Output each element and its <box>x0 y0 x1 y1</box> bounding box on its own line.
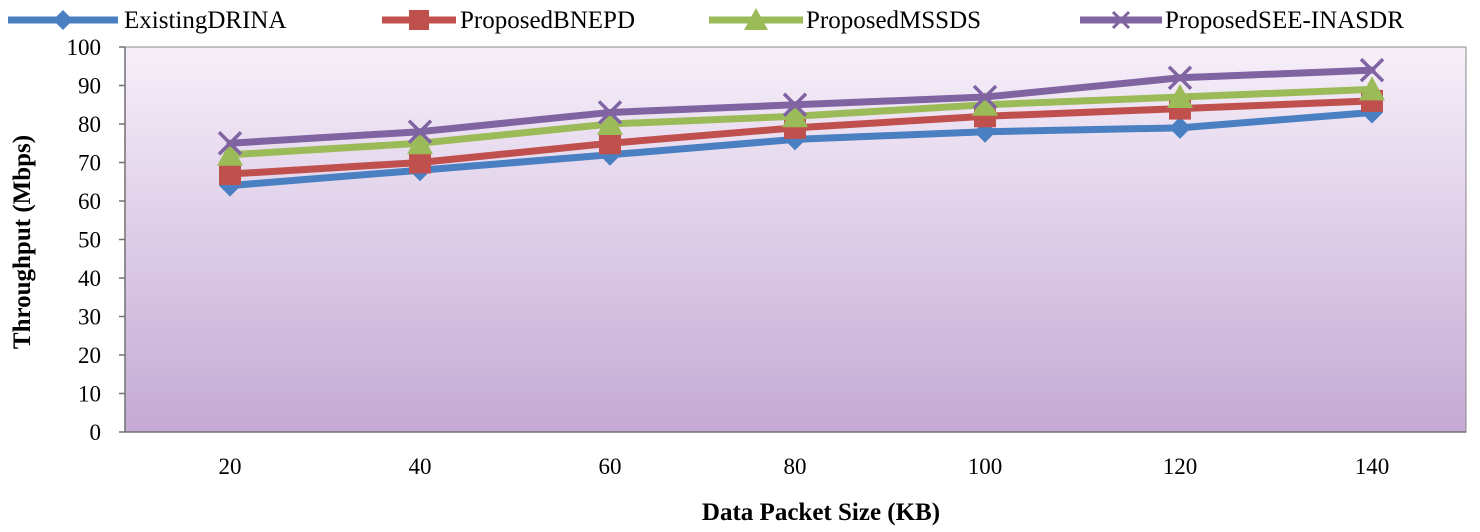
y-axis-title: Throughput (Mbps) <box>9 135 36 349</box>
legend-marker-proposedbnepd <box>409 10 429 30</box>
x-tick-label: 60 <box>599 454 622 479</box>
x-axis-title: Data Packet Size (KB) <box>702 499 940 526</box>
x-tick-label: 100 <box>968 454 1003 479</box>
data-point-proposedmssds <box>782 103 808 128</box>
x-tick-label: 40 <box>409 454 432 479</box>
y-tick-label: 100 <box>67 35 102 60</box>
x-tick-label: 80 <box>784 454 807 479</box>
data-point-proposedsee-inasdr <box>972 84 998 110</box>
series-layer <box>217 57 1385 197</box>
data-point-proposedmssds <box>1359 76 1385 101</box>
y-tick-label: 70 <box>78 151 101 176</box>
legend-item-proposedmssds: ProposedMSSDS <box>709 7 981 34</box>
data-point-proposedsee-inasdr <box>1359 57 1385 83</box>
data-point-proposedbnepd <box>219 163 241 186</box>
y-tick-label: 20 <box>78 343 101 368</box>
data-point-existingdrina <box>1169 116 1191 139</box>
data-point-proposedmssds <box>597 111 623 135</box>
x-tick-label: 120 <box>1163 454 1198 479</box>
x-tick-label: 20 <box>219 454 242 479</box>
y-axis-ticks: 0 10 20 30 40 50 60 70 80 90 100 <box>67 35 125 445</box>
legend-label-proposedbnepd: ProposedBNEPD <box>460 7 635 34</box>
legend-marker-proposedmssds <box>744 8 768 30</box>
y-tick-label: 90 <box>78 74 101 99</box>
data-point-proposedsee-inasdr <box>597 100 623 125</box>
legend-marker-existingdrina <box>53 10 73 30</box>
data-point-proposedbnepd <box>409 151 431 174</box>
series-proposedsee-inasdr <box>217 57 1385 156</box>
legend-item-existingdrina: ExistingDRINA <box>8 7 287 34</box>
data-point-proposedsee-inasdr <box>782 92 808 117</box>
x-axis-ticks: 20 40 60 80 100 120 140 <box>219 454 1390 479</box>
legend-label-proposedsee-inasdr: ProposedSEE-INASDR <box>1165 7 1404 34</box>
legend-marker-proposedsee-inasdr <box>1111 10 1131 30</box>
data-point-proposedmssds <box>972 91 998 116</box>
y-tick-label: 0 <box>90 420 102 445</box>
y-tick-label: 50 <box>78 228 101 253</box>
legend-label-proposedmssds: ProposedMSSDS <box>806 7 981 34</box>
y-tick-label: 40 <box>78 266 101 291</box>
data-point-proposedsee-inasdr <box>217 131 243 156</box>
legend: ExistingDRINA ProposedBNEPD ProposedMSSD… <box>8 7 1404 34</box>
series-proposedmssds <box>217 76 1385 166</box>
y-tick-label: 10 <box>78 382 101 407</box>
data-point-proposedmssds <box>1167 84 1193 109</box>
y-tick-label: 30 <box>78 305 101 330</box>
data-point-proposedmssds <box>217 141 243 166</box>
y-tick-label: 80 <box>78 112 101 137</box>
data-point-proposedsee-inasdr <box>1167 65 1193 91</box>
legend-label-existingdrina: ExistingDRINA <box>124 7 287 34</box>
legend-item-proposedsee-inasdr: ProposedSEE-INASDR <box>1080 7 1404 34</box>
legend-item-proposedbnepd: ProposedBNEPD <box>382 7 635 34</box>
data-point-proposedbnepd <box>599 132 621 155</box>
y-tick-label: 60 <box>78 189 101 214</box>
data-point-proposedmssds <box>407 130 433 155</box>
data-point-proposedsee-inasdr <box>407 119 433 144</box>
x-tick-label: 140 <box>1355 454 1390 479</box>
